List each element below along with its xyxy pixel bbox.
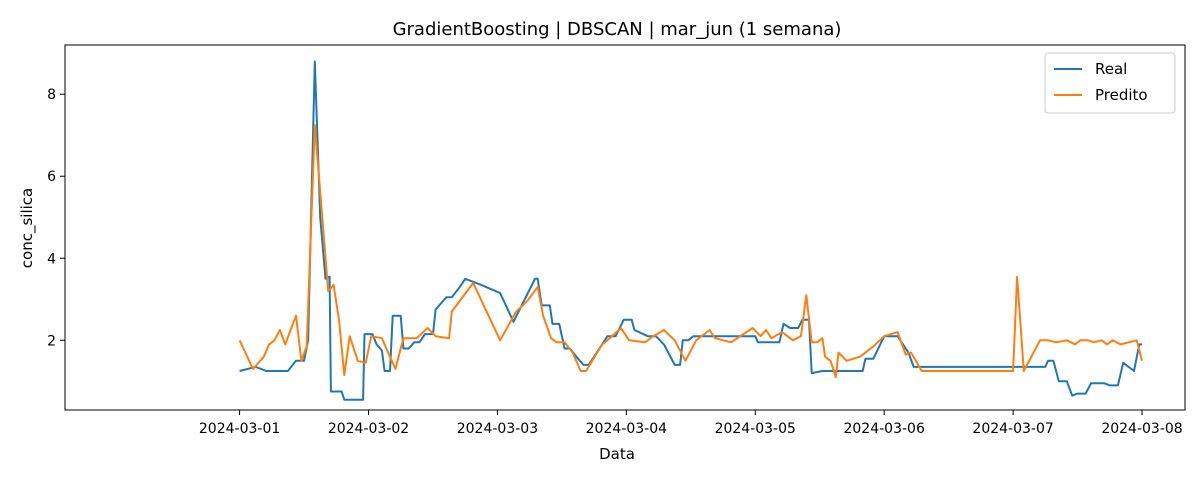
x-tick-label: 2024-03-07 xyxy=(972,421,1053,437)
series-line-predito xyxy=(238,124,1143,379)
legend: Real Predito xyxy=(1044,52,1176,114)
ticks-layer: 2024-03-01 2024-03-02 2024-03-03 2024-03-04… xyxy=(47,87,1183,437)
plot-frame xyxy=(64,44,1186,411)
y-axis-label: conc_silica xyxy=(18,188,37,268)
legend-label-real: Real xyxy=(1095,60,1127,78)
y-tick-label: 4 xyxy=(47,251,56,267)
x-tick-label: 2024-03-03 xyxy=(457,421,538,437)
legend-label-predito: Predito xyxy=(1095,86,1148,104)
x-tick-label: 2024-03-02 xyxy=(328,421,409,437)
x-tick-label: 2024-03-05 xyxy=(715,421,796,437)
plot-area xyxy=(64,44,1186,411)
x-tick-label: 2024-03-04 xyxy=(586,421,667,437)
chart-title: GradientBoosting | DBSCAN | mar_jun (1 s… xyxy=(393,19,842,40)
series-layer xyxy=(238,60,1143,401)
y-tick-label: 8 xyxy=(47,87,56,103)
x-tick-label: 2024-03-01 xyxy=(199,421,280,437)
y-tick-label: 6 xyxy=(47,169,56,185)
x-tick-label: 2024-03-06 xyxy=(843,421,924,437)
x-tick-label: 2024-03-08 xyxy=(1101,421,1182,437)
y-tick-label: 2 xyxy=(47,333,56,349)
x-axis-label: Data xyxy=(599,445,635,463)
series-line-real xyxy=(239,60,1142,401)
